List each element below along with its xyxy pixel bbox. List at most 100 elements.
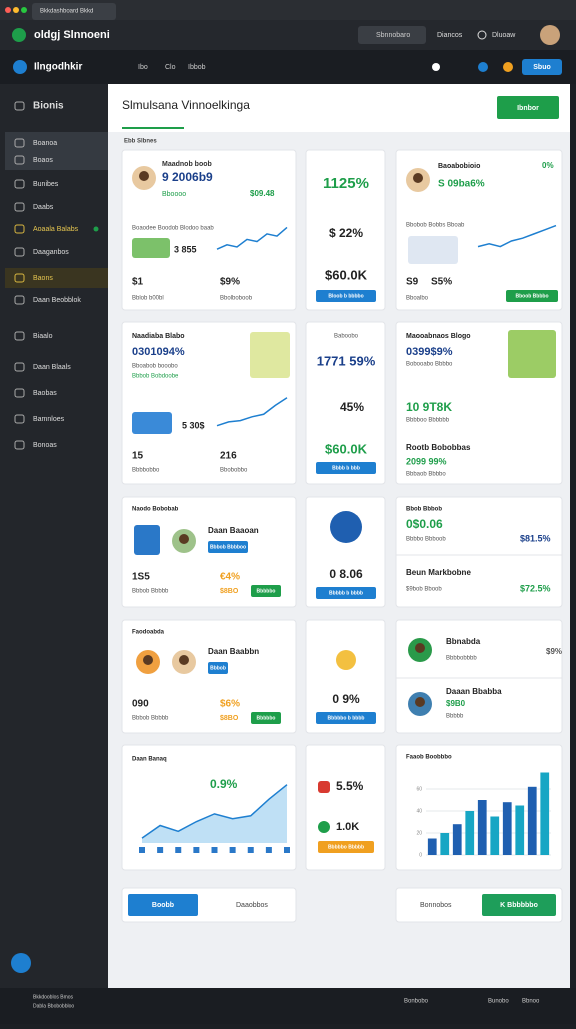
toolbar-icon [503,62,513,72]
sidebar-icon [14,155,25,165]
footer-link[interactable]: Bbnoo [522,999,540,1005]
button-label[interactable]: Boobb [152,902,174,909]
toolbar-link[interactable]: Ibbob [188,64,206,71]
sidebar-icon [14,224,25,234]
sidebar-item[interactable]: Baons [33,275,53,282]
search-box[interactable] [358,26,426,44]
sidebar-item[interactable]: Bionis [33,101,64,112]
sidebar-icon [14,414,25,424]
sidebar-item[interactable]: Daaganbos [33,249,69,256]
card-text: Bbob Bbbob [406,507,442,513]
button-label[interactable]: Bbbob Bbbboo [210,544,246,550]
primary-button-label[interactable]: Ibnbor [517,105,539,112]
brand-logo [12,28,26,42]
sidebar-icon [14,273,25,283]
toolbar-link[interactable]: Clo [165,64,176,71]
card-text: $81.5% [520,533,551,543]
main-header [108,84,570,132]
sidebar-icon [14,202,25,212]
card-text: 45% [340,400,364,414]
bar [440,833,450,855]
sidebar-item[interactable]: Boanoa [33,140,57,147]
button[interactable] [318,841,374,853]
menu[interactable]: Dluoaw [492,32,516,39]
card-text: Daan Baaoan [208,526,259,535]
tab[interactable] [32,3,116,20]
bar [515,805,525,855]
button-label[interactable]: Bbbbbo Bbbbb [328,844,364,850]
sidebar-item[interactable]: Bunibes [33,181,59,188]
toolbar-button[interactable] [522,59,562,75]
section-tab[interactable]: Ebb Slbnes [124,139,157,145]
card [305,321,386,485]
x-label-box [175,847,182,853]
sidebar-item[interactable]: Boaos [33,157,53,164]
card [395,149,563,311]
button[interactable] [208,541,248,553]
primary-button[interactable] [497,96,559,119]
x-label-box [247,847,254,853]
x-label-box [229,847,236,853]
button-label[interactable]: Bbbbbo [257,715,276,721]
button[interactable] [316,712,376,724]
card-text: 5 30$ [182,420,205,430]
button-label[interactable]: Bbbb b bbb [332,465,360,471]
footer-link[interactable]: Bunobo [488,999,509,1005]
button-label[interactable]: Bbbob [210,665,226,671]
sidebar-item[interactable]: Daan Blaals [33,364,71,371]
sidebar-item[interactable]: Baobas [33,390,57,397]
avatar-head [415,697,425,707]
button-label[interactable]: Bbbbb b bbbb [329,590,363,596]
button[interactable] [128,894,198,916]
sidebar-item[interactable]: Biaalo [33,333,53,340]
card-text: Maooabnaos Blogo [406,333,471,340]
image [508,330,556,378]
sidebar-icon [14,388,25,398]
sidebar-item[interactable]: Daan Beobblok [33,297,81,304]
window-dot [21,7,27,13]
sidebar-item[interactable]: Bonoas [33,442,57,449]
sidebar-icon [14,440,25,450]
link[interactable]: Daaobbos [236,902,268,909]
sidebar-item[interactable]: Daabs [33,204,54,211]
card-text: Faodoabda [132,630,165,636]
footer-link[interactable]: Bonbobo [404,999,429,1005]
toolbar-button-label[interactable]: Sbuo [533,64,551,71]
avatar-head [143,655,153,665]
card-text: Boaodee Boodob Blodoo baab [132,226,214,232]
sidebar-active [5,268,108,288]
card-text: Baoabobioio [438,163,480,170]
sidebar-icon [14,247,25,257]
avatar-head [179,655,189,665]
x-label-box [211,847,218,853]
sidebar-item[interactable]: Bamnloes [33,416,65,423]
card-text: Faaob Boobbbo [406,755,452,761]
button-label[interactable]: Bboob Bbbbo [515,293,548,299]
page-title: Slmulsana Vinnoelkinga [122,98,250,112]
toolbar-link[interactable]: Ibo [138,64,148,71]
card-text: Naadiaba Blabo [132,333,185,340]
button[interactable] [482,894,556,916]
card-text: Bbbaob Bbbbo [406,472,446,478]
button-label[interactable]: Bloob b bbbbo [328,293,363,299]
button[interactable] [316,290,376,302]
button[interactable] [251,585,281,597]
link[interactable]: Bonnobos [420,902,452,909]
button-label[interactable]: Bbbbbo [257,588,276,594]
avatar-head [413,173,423,183]
button[interactable] [251,712,281,724]
card-text: 2099 99% [406,456,447,466]
menu[interactable]: Diancos [437,32,463,39]
sidebar-item[interactable]: Aoaala Balabs [33,226,79,233]
button[interactable] [316,587,376,599]
button[interactable] [506,290,558,302]
button[interactable] [208,662,228,674]
card-text: Bbbbobbbb [446,656,477,662]
search: Sbnnobaro [376,32,410,39]
button-label[interactable]: Bbbbbo b bbbb [328,715,365,721]
sidebar-icon [14,362,25,372]
button[interactable] [316,462,376,474]
help-button[interactable] [11,953,31,973]
footer-text: Dabla Bbobobbloo [33,1003,74,1009]
button-label[interactable]: K Bbbbbbo [500,902,538,909]
